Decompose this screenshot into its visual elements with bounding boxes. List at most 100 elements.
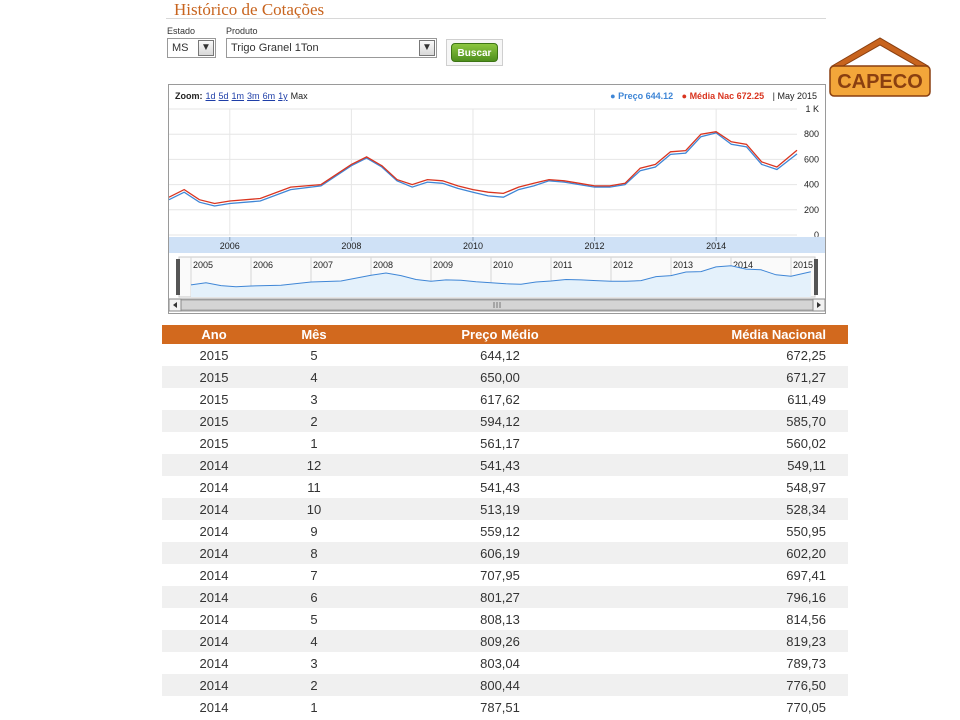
cell-ano: 2014	[199, 677, 229, 693]
table-row: 2014 4 809,26 819,23	[162, 630, 848, 652]
navigator-handle-right	[814, 259, 818, 295]
cell-preco-medio: 594,12	[480, 413, 520, 429]
y-tick-label: 400	[804, 180, 819, 190]
y-tick-label: 1 K	[805, 104, 819, 114]
zoom-max: Max	[290, 91, 308, 101]
zoom-1m[interactable]: 1m	[231, 91, 245, 101]
estado-select[interactable]: MS ▼	[167, 38, 216, 58]
legend-media-text: Média Nac 672.25	[689, 91, 765, 101]
cell-media-nacional: 560,02	[786, 435, 826, 451]
cell-preco-medio: 801,27	[480, 589, 520, 605]
table-row: 2015 2 594,12 585,70	[162, 410, 848, 432]
cell-mes: 3	[310, 391, 318, 407]
cell-media-nacional: 671,27	[786, 369, 826, 385]
x-tick-label: 2008	[341, 241, 361, 251]
navigator-year-label: 2007	[313, 260, 333, 270]
page-title: Histórico de Cotações	[174, 0, 325, 19]
zoom-label: Zoom:	[175, 91, 203, 101]
navigator-year-label: 2011	[553, 260, 572, 270]
table-row: 2014 8 606,19 602,20	[162, 542, 848, 564]
navigator-year-label: 2013	[673, 260, 693, 270]
cell-preco-medio: 787,51	[480, 699, 520, 715]
table-row: 2014 3 803,04 789,73	[162, 652, 848, 674]
cell-preco-medio: 644,12	[480, 347, 520, 363]
navigator-year-label: 2014	[733, 260, 753, 270]
header-ano[interactable]: Ano	[201, 327, 227, 342]
cell-mes: 4	[310, 633, 318, 649]
cell-preco-medio: 617,62	[480, 391, 520, 407]
cell-media-nacional: 549,11	[787, 457, 826, 473]
cell-ano: 2014	[199, 655, 229, 671]
cell-media-nacional: 672,25	[786, 347, 826, 363]
cell-ano: 2015	[199, 369, 229, 385]
produto-value: Trigo Granel 1Ton	[231, 42, 319, 54]
cell-media-nacional: 796,16	[786, 589, 826, 605]
legend-date-text: May 2015	[777, 91, 817, 101]
table-row: 2014 12 541,43 549,11	[162, 454, 848, 476]
cell-mes: 12	[306, 457, 322, 473]
legend-date: | May 2015	[772, 91, 817, 101]
buscar-button-frame: Buscar	[446, 39, 503, 66]
produto-select[interactable]: Trigo Granel 1Ton ▼	[226, 38, 437, 58]
cell-ano: 2014	[199, 589, 229, 605]
cell-mes: 1	[310, 435, 318, 451]
cell-ano: 2014	[199, 633, 229, 649]
cell-media-nacional: 814,56	[786, 611, 826, 627]
cell-preco-medio: 541,43	[480, 457, 520, 473]
table-row: 2014 1 787,51 770,05	[162, 696, 848, 718]
table-row: 2015 1 561,17 560,02	[162, 432, 848, 454]
chart-legend: ● Preço 644.12 ● Média Nac 672.25 | May …	[610, 91, 817, 101]
table-row: 2014 2 800,44 776,50	[162, 674, 848, 696]
price-table: Ano Mês Preço Médio Média Nacional 2015 5…	[162, 325, 848, 718]
zoom-5d[interactable]: 5d	[218, 91, 229, 101]
zoom-3m[interactable]: 3m	[247, 91, 260, 101]
header-preco-medio[interactable]: Preço Médio	[461, 327, 539, 342]
cell-media-nacional: 819,23	[786, 633, 826, 649]
cell-preco-medio: 513,19	[480, 501, 520, 517]
x-tick-label: 2012	[585, 241, 605, 251]
cell-preco-medio: 559,12	[480, 523, 520, 539]
cell-mes: 5	[310, 347, 318, 363]
header-mes[interactable]: Mês	[301, 327, 327, 342]
cell-mes: 6	[310, 589, 318, 605]
title-divider	[166, 18, 826, 19]
cell-ano: 2015	[199, 347, 229, 363]
cell-mes: 9	[310, 523, 318, 539]
table-row: 2015 4 650,00 671,27	[162, 366, 848, 388]
navigator-year-label: 2008	[373, 260, 393, 270]
zoom-1y[interactable]: 1y	[278, 91, 288, 101]
navigator-year-label: 2009	[433, 260, 453, 270]
table-body: 2015 5 644,12 672,25 2015 4 650,00 671,27 2015 3 6…	[162, 344, 848, 718]
price-chart: Zoom: 1d 5d 1m 3m 6m 1y Max ● Preço 644.12 ● Mé…	[168, 84, 826, 314]
navigator-handle-left	[176, 259, 180, 295]
x-tick-label: 2010	[463, 241, 483, 251]
cell-mes: 7	[310, 567, 318, 583]
buscar-button[interactable]: Buscar	[451, 43, 498, 62]
cell-preco-medio: 803,04	[480, 655, 520, 671]
cell-ano: 2015	[199, 391, 229, 407]
y-tick-label: 0	[814, 230, 819, 240]
chevron-down-icon[interactable]: ▼	[198, 40, 214, 56]
cell-ano: 2014	[199, 611, 229, 627]
cell-ano: 2014	[199, 567, 229, 583]
cell-preco-medio: 650,00	[480, 369, 520, 385]
header-media-nacional[interactable]: Média Nacional	[731, 327, 826, 342]
series-line-preco	[169, 132, 798, 207]
legend-preco-text: Preço 644.12	[618, 91, 674, 101]
navigator-area	[191, 265, 811, 297]
cell-mes: 3	[310, 655, 318, 671]
table-row: 2014 11 541,43 548,97	[162, 476, 848, 498]
cell-preco-medio: 809,26	[480, 633, 520, 649]
cell-mes: 5	[310, 611, 318, 627]
cell-media-nacional: 770,05	[786, 699, 826, 715]
cell-preco-medio: 808,13	[480, 611, 520, 627]
table-row: 2014 6 801,27 796,16	[162, 586, 848, 608]
zoom-1d[interactable]: 1d	[205, 91, 216, 101]
cell-media-nacional: 528,34	[786, 501, 826, 517]
chevron-down-icon[interactable]: ▼	[419, 40, 435, 56]
zoom-6m[interactable]: 6m	[262, 91, 276, 101]
cell-mes: 2	[310, 677, 318, 693]
cell-mes: 10	[306, 501, 322, 517]
capeco-logo: CAPECO	[829, 37, 931, 97]
x-tick-label: 2006	[220, 241, 240, 251]
